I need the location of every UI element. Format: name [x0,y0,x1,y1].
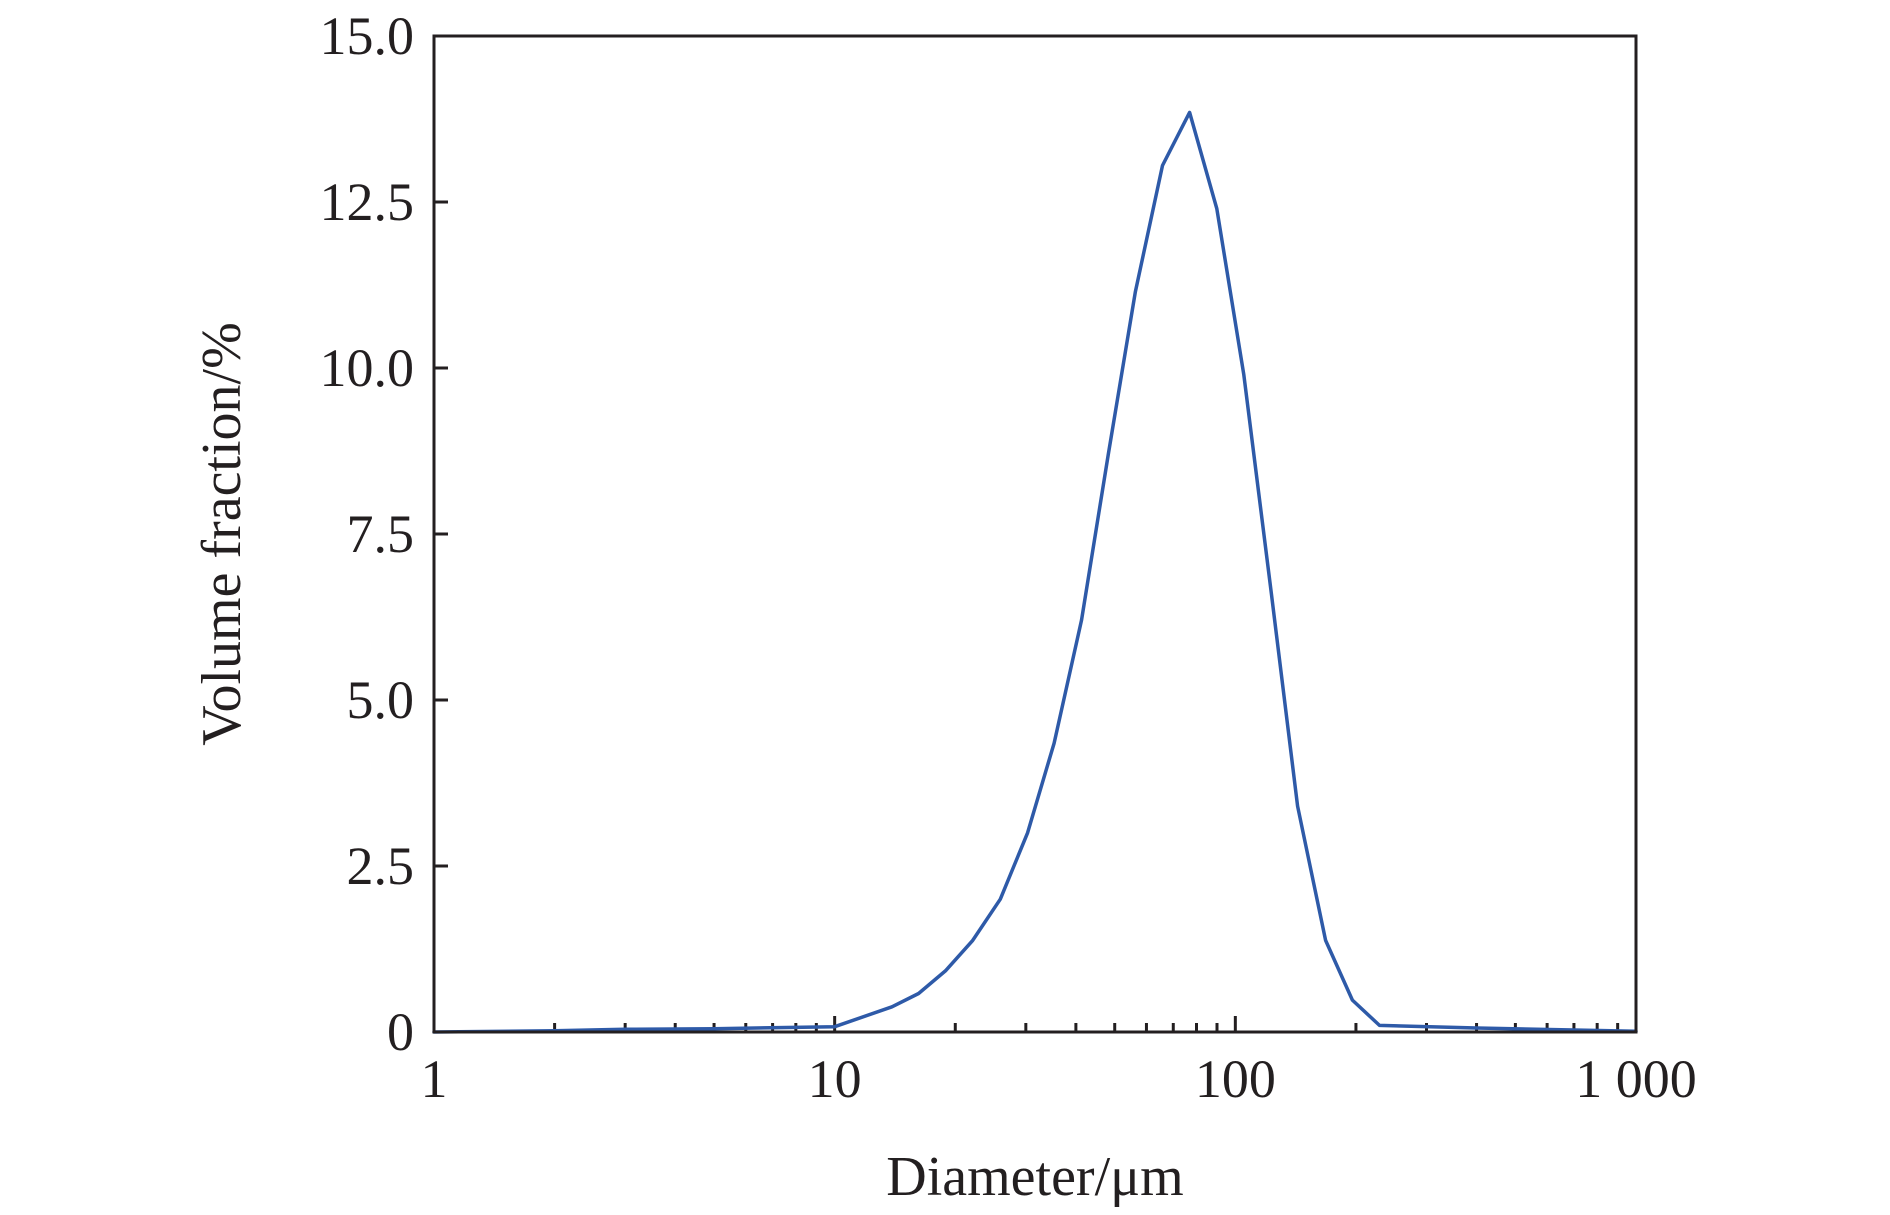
y-axis-title: Volume fraction/% [191,322,253,746]
y-tick-label: 2.5 [347,836,415,896]
x-tick-label: 100 [1195,1049,1276,1109]
x-tick-label: 10 [808,1049,862,1109]
ticks-layer [432,34,1638,1034]
y-tick-label: 15.0 [320,6,415,66]
series-line [432,110,1638,1034]
y-tick-label: 5.0 [347,670,415,730]
y-tick-label: 7.5 [347,504,415,564]
y-tick-label: 12.5 [320,172,415,232]
y-tick-label: 10.0 [320,338,415,398]
x-tick-label: 1 000 [1575,1049,1697,1109]
tick-labels: 0 2.5 5.0 7.5 10.0 12.5 15.0 1 10 100 1 000 [320,6,1697,1109]
x-tick-label: 1 [421,1049,448,1109]
x-axis-title: Diameter/μm [886,1146,1183,1208]
plot-frame [432,34,1638,1034]
y-tick-label: 0 [387,1002,414,1062]
